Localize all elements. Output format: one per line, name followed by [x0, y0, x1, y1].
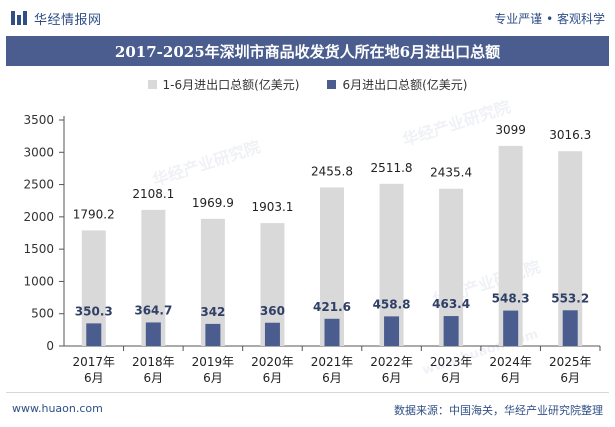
data-label-series2: 458.8 — [373, 297, 411, 311]
x-tick-label: 2017年 — [73, 355, 116, 369]
data-label-series1: 3099 — [495, 123, 526, 137]
chart-legend: 1-6月进出口总额(亿美元) 6月进出口总额(亿美元) — [0, 76, 615, 93]
y-tick-label: 3500 — [23, 113, 54, 127]
chart-title: 2017-2025年深圳市商品收发货人所在地6月进出口总额 — [114, 42, 501, 61]
footer-source: 数据来源：中国海关，华经产业研究院整理 — [394, 404, 603, 417]
footer-url[interactable]: www.huaon.com — [12, 402, 103, 415]
header-bar: 华经情报网 专业严谨 • 客观科学 — [0, 0, 615, 36]
x-tick-label: 6月 — [203, 371, 223, 385]
bar-series2 — [86, 323, 102, 346]
data-label-series2: 364.7 — [134, 303, 172, 317]
bar-series2 — [562, 310, 578, 346]
x-tick-label: 6月 — [501, 371, 521, 385]
huajing-logo-icon — [11, 11, 27, 25]
bar-series2 — [205, 323, 221, 346]
data-label-series1: 1969.9 — [192, 196, 234, 210]
y-tick-label: 1000 — [23, 274, 54, 288]
data-label-series1: 1790.2 — [73, 207, 115, 221]
x-tick-label: 2025年 — [549, 355, 592, 369]
x-tick-label: 6月 — [382, 371, 402, 385]
x-tick-label: 2023年 — [430, 355, 473, 369]
data-label-series2: 548.3 — [492, 292, 530, 306]
data-label-series1: 2511.8 — [371, 161, 413, 175]
x-tick-label: 2022年 — [370, 355, 413, 369]
bar-series2 — [443, 316, 459, 346]
data-label-series2: 421.6 — [313, 300, 351, 314]
data-label-series1: 2108.1 — [132, 187, 174, 201]
legend-item-series2[interactable]: 6月进出口总额(亿美元) — [327, 76, 467, 93]
data-label-series1: 2455.8 — [311, 164, 353, 178]
data-label-series2: 463.4 — [432, 297, 470, 311]
y-tick-label: 1500 — [23, 242, 54, 256]
brand-name: 华经情报网 — [34, 12, 102, 28]
y-tick-label: 3000 — [23, 145, 54, 159]
y-tick-label: 0 — [46, 339, 54, 353]
legend-swatch-series1 — [147, 80, 157, 89]
tagline: 专业严谨 • 客观科学 — [494, 12, 605, 26]
bar-series2 — [503, 310, 519, 346]
title-bar: 2017-2025年深圳市商品收发货人所在地6月进出口总额 — [6, 36, 609, 66]
y-tick-label: 2000 — [23, 210, 54, 224]
data-label-series2: 350.3 — [75, 304, 113, 318]
x-tick-label: 2019年 — [192, 355, 235, 369]
bar-chart: 0 500 1000 1500 2000 2500 3000 3500 1790.2 350.3 2… — [23, 113, 601, 385]
data-label-series2: 360 — [260, 304, 285, 318]
x-tick-label: 6月 — [144, 371, 164, 385]
x-tick-label: 6月 — [441, 371, 461, 385]
legend-label-series2: 6月进出口总额(亿美元) — [342, 78, 468, 92]
y-tick-label: 2500 — [23, 178, 54, 192]
footer-divider — [6, 392, 609, 393]
x-tick-label: 6月 — [84, 371, 104, 385]
x-tick-label: 2024年 — [489, 355, 532, 369]
brand[interactable]: 华经情报网 — [10, 8, 102, 28]
data-label-series1: 2435.4 — [430, 166, 472, 180]
x-tick-label: 2020年 — [251, 355, 294, 369]
legend-item-series1[interactable]: 1-6月进出口总额(亿美元) — [147, 76, 300, 93]
bar-series2 — [384, 316, 400, 346]
bar-series1 — [498, 145, 523, 346]
y-tick-label: 500 — [31, 307, 54, 321]
legend-label-series1: 1-6月进出口总额(亿美元) — [162, 78, 300, 92]
bar-series2 — [264, 322, 280, 346]
x-tick-label: 6月 — [560, 371, 580, 385]
x-tick-label: 2021年 — [311, 355, 354, 369]
data-label-series1: 3016.3 — [549, 128, 591, 142]
x-tick-label: 2018年 — [132, 355, 175, 369]
x-tick-label: 6月 — [263, 371, 283, 385]
data-label-series2: 342 — [200, 305, 225, 319]
bar-series2 — [324, 318, 340, 346]
bar-series2 — [145, 322, 161, 346]
data-label-series1: 1903.1 — [251, 200, 293, 214]
legend-swatch-series2 — [327, 80, 337, 89]
data-label-series2: 553.2 — [551, 291, 589, 305]
x-tick-label: 6月 — [322, 371, 342, 385]
